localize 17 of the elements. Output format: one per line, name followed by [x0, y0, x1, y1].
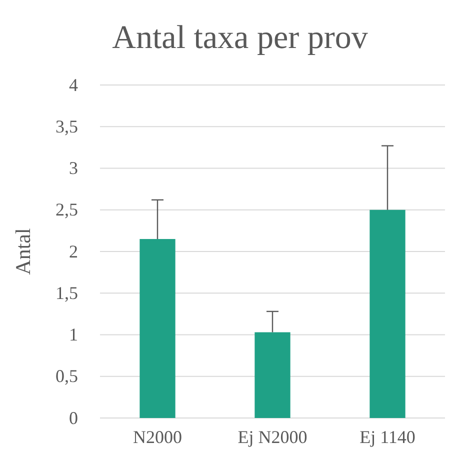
bar [254, 332, 290, 418]
y-tick-label: 0 [69, 408, 78, 428]
y-tick-label: 4 [69, 74, 78, 95]
y-tick-label: 3,5 [56, 116, 78, 136]
y-tick-label: 2 [69, 241, 78, 262]
bar [370, 210, 406, 418]
y-axis-title: Antal [11, 228, 35, 275]
x-tick-label: Ej N2000 [238, 426, 308, 447]
y-tick-label: 0,5 [56, 366, 78, 386]
y-tick-label: 1 [69, 324, 78, 345]
y-tick-label: 1,5 [56, 282, 78, 303]
x-tick-label: N2000 [133, 426, 182, 447]
bar [140, 239, 176, 418]
y-tick-label: 2,5 [56, 200, 78, 220]
y-tick-label: 3 [69, 158, 78, 178]
chart-title: Antal taxa per prov [112, 20, 368, 56]
x-tick-label: Ej 1140 [360, 426, 416, 447]
